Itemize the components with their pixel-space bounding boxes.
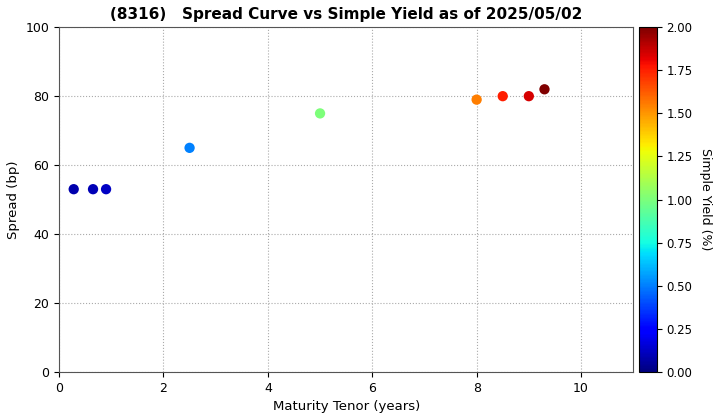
Point (184, 144, 195, 151)
Point (68, 186, 79, 192)
Point (539, 86, 550, 93)
Point (497, 93, 508, 100)
Y-axis label: Simple Yield (%): Simple Yield (%) (699, 148, 712, 251)
X-axis label: Maturity Tenor (years): Maturity Tenor (years) (273, 400, 420, 413)
Y-axis label: Spread (bp): Spread (bp) (7, 160, 20, 239)
Title: (8316)   Spread Curve vs Simple Yield as of 2025/05/02: (8316) Spread Curve vs Simple Yield as o… (110, 7, 582, 22)
Point (471, 96, 482, 103)
Point (315, 110, 326, 117)
Point (100, 186, 112, 192)
Point (87, 186, 99, 192)
Point (523, 93, 534, 100)
